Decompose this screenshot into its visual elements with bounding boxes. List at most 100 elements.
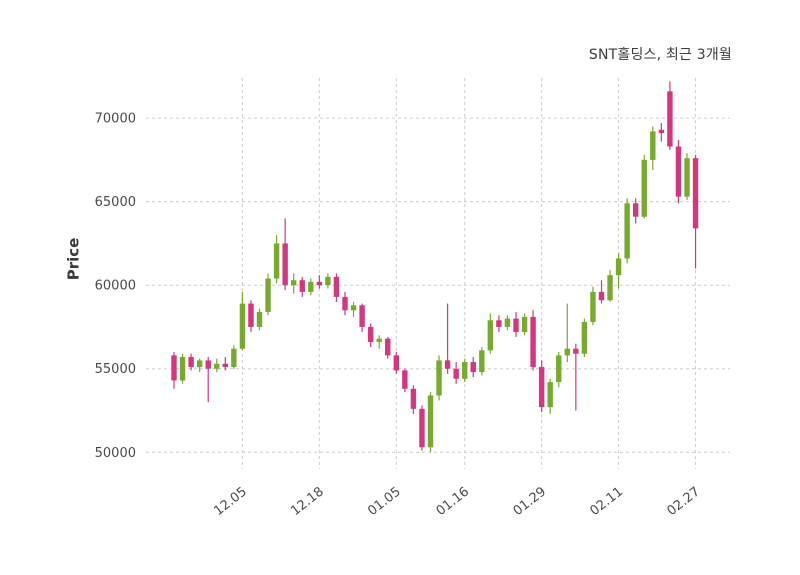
candle-body [179,357,186,381]
candle-body [419,408,425,448]
candle-body [650,131,656,160]
candle-up [479,347,485,376]
candle-down [188,353,194,371]
candle-down [410,385,417,414]
candle-down [530,310,536,371]
candle-down [538,360,545,413]
candle-body [342,296,348,311]
candle-up [564,303,570,363]
candle-up [581,318,588,358]
candle-up [556,352,562,388]
candle-body [367,326,374,343]
candle-body [239,303,246,349]
candle-body [376,338,382,343]
candle-down [496,315,502,332]
candle-body [530,316,536,368]
candle-body [436,360,442,396]
candle-body [590,291,596,322]
candle-down [470,357,476,378]
candle-up [376,335,382,349]
candle-up [273,235,280,284]
y-tick-label: 50000 [95,446,136,461]
candle-down [385,336,391,359]
candle-body [556,355,562,383]
candle-up [650,126,656,170]
candle-down [419,405,425,451]
candle-body [538,367,545,408]
candle-body [316,281,323,286]
candle-body [188,357,194,368]
candle-body [521,316,528,332]
candle-body [444,360,451,369]
candle-body [573,348,579,354]
candle-down [393,352,399,374]
candle-body [205,360,211,369]
candle-up [231,345,237,369]
x-tick-label: 01.16 [434,484,473,519]
candle-down [675,139,682,204]
candle-body [171,355,177,381]
candle-up [265,273,271,316]
candle-down [205,357,211,403]
candle-body [487,320,494,351]
candle-body [333,276,340,297]
candle-body [658,129,665,134]
candle-body [299,280,305,292]
candle-down [359,303,365,332]
candle-body [256,311,263,327]
y-tick-label: 70000 [95,112,136,127]
candle-body [470,362,476,373]
candle-body [513,318,519,332]
candle-up [641,154,647,219]
candle-up [291,273,297,294]
y-tick-label: 55000 [95,362,136,377]
candle-body [504,318,511,327]
candle-body [607,275,613,301]
candle-body [393,355,399,371]
candle-body [684,158,690,197]
x-tick-label: 02.27 [664,484,703,519]
candle-body [385,338,391,356]
candle-up [504,315,511,331]
y-tick-label: 65000 [95,195,136,210]
candle-up [196,358,203,373]
candle-down [598,280,605,304]
candle-down [692,154,699,269]
candle-down [667,81,673,150]
candle-up [427,392,434,453]
candle-up [308,278,314,296]
candle-body [291,280,297,286]
candle-body [624,203,630,259]
candle-up [607,270,613,302]
candle-down [573,343,579,411]
candle-up [684,153,690,200]
candle-body [231,348,237,368]
candle-body [427,395,434,448]
candle-up [214,358,220,373]
candle-body [667,91,673,147]
candle-body [402,370,408,389]
candle-body [547,382,553,408]
candle-body [325,276,331,286]
candle-down [316,275,323,289]
candle-down [367,323,374,348]
candle-down [248,300,254,332]
x-tick-label: 12.18 [288,484,327,519]
candle-body [273,243,280,279]
candle-up [547,378,553,414]
y-tick-label: 60000 [95,279,136,294]
candle-body [462,362,468,379]
candle-body [308,281,314,292]
candle-down [171,352,177,389]
candle-down [333,273,340,302]
candle-body [692,158,699,229]
candle-down [342,291,348,316]
candle-up [325,273,331,289]
candle-body [282,243,288,286]
candle-up [436,355,442,401]
candle-down [633,198,639,224]
candle-up [624,198,630,264]
candle-down [282,218,288,291]
candle-up [590,286,596,326]
